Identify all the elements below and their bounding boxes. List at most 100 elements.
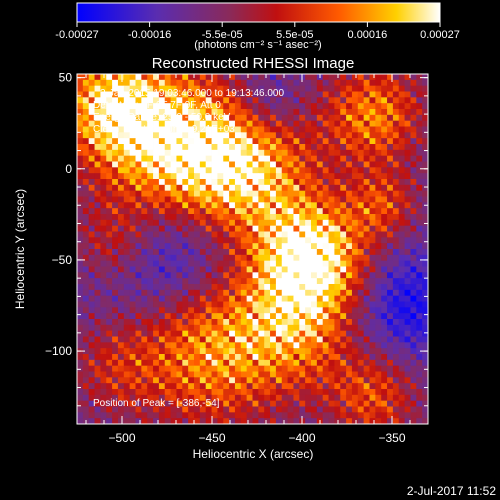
heatmap-cell <box>340 330 347 337</box>
heatmap-cell <box>293 190 300 197</box>
heatmap-cell <box>264 225 271 232</box>
heatmap-cell <box>275 167 283 174</box>
heatmap-cell <box>346 103 353 110</box>
heatmap-cell <box>375 167 382 174</box>
heatmap-cell <box>387 272 394 279</box>
heatmap-cell <box>392 284 400 291</box>
heatmap-cell <box>77 394 84 402</box>
heatmap-cell <box>117 173 125 180</box>
heatmap-cell <box>158 219 166 227</box>
heatmap-cell <box>229 394 236 402</box>
heatmap-cell <box>77 138 84 145</box>
heatmap-cell <box>351 272 359 279</box>
heatmap-cell <box>94 85 101 92</box>
heatmap-cell <box>147 190 154 197</box>
heatmap-cell <box>387 412 394 419</box>
heatmap-cell <box>77 295 84 302</box>
heatmap-cell <box>410 167 417 174</box>
heatmap-cell <box>117 97 125 104</box>
heatmap-cell <box>211 85 218 92</box>
heatmap-cell <box>153 260 160 267</box>
heatmap-cell <box>205 85 212 92</box>
heatmap-cell <box>112 126 119 133</box>
heatmap-cell <box>387 138 394 145</box>
heatmap-cell <box>275 400 283 407</box>
heatmap-cell <box>404 418 411 424</box>
heatmap-cell <box>387 184 394 192</box>
heatmap-cell <box>199 103 207 110</box>
heatmap-cell <box>205 219 212 227</box>
heatmap-cell <box>234 109 242 116</box>
heatmap-cell <box>246 208 253 215</box>
heatmap-cell <box>234 406 242 413</box>
heatmap-cell <box>264 74 271 81</box>
heatmap-cell <box>77 91 84 98</box>
heatmap-cell <box>112 155 119 162</box>
heatmap-cell <box>123 243 131 250</box>
heatmap-cell <box>240 214 248 221</box>
heatmap-cell <box>223 196 230 203</box>
heatmap-cell <box>264 389 271 396</box>
heatmap-cell <box>398 289 405 297</box>
heatmap-cell <box>387 307 394 314</box>
heatmap-cell <box>328 85 335 92</box>
heatmap-cell <box>217 359 224 367</box>
heatmap-cell <box>387 319 394 326</box>
heatmap-cell <box>363 418 370 424</box>
heatmap-cell <box>170 272 177 279</box>
heatmap-cell <box>205 365 212 372</box>
heatmap-cell <box>217 202 224 209</box>
heatmap-cell <box>135 394 142 402</box>
heatmap-cell <box>100 389 107 396</box>
heatmap-cell <box>334 173 341 180</box>
heatmap-cell <box>258 266 265 273</box>
heatmap-cell <box>264 324 271 332</box>
heatmap-cell <box>123 301 131 308</box>
heatmap-cell <box>404 400 411 407</box>
heatmap-cell <box>117 214 125 221</box>
heatmap-cell <box>240 249 248 256</box>
heatmap-cell <box>164 301 171 308</box>
heatmap-cell <box>141 190 148 197</box>
heatmap-cell <box>363 406 370 413</box>
heatmap-cell <box>77 237 84 244</box>
heatmap-cell <box>112 214 119 221</box>
heatmap-cell <box>404 91 411 98</box>
heatmap-cell <box>258 190 265 197</box>
heatmap-cell <box>404 161 411 168</box>
heatmap-cell <box>346 307 353 314</box>
heatmap-cell <box>182 284 189 291</box>
heatmap-cell <box>422 272 428 279</box>
heatmap-cell <box>112 138 119 145</box>
heatmap-cell <box>217 74 224 81</box>
heatmap-cell <box>381 149 388 157</box>
heatmap-cell <box>199 324 207 332</box>
heatmap-cell <box>369 243 376 250</box>
heatmap-cell <box>363 74 370 81</box>
heatmap-cell <box>416 190 423 197</box>
heatmap-cell <box>264 354 271 361</box>
heatmap-cell <box>328 179 335 186</box>
heatmap-cell <box>141 254 148 262</box>
heatmap-cell <box>194 109 201 116</box>
heatmap-cell <box>94 365 101 372</box>
heatmap-cell <box>422 284 428 291</box>
heatmap-cell <box>351 389 359 396</box>
heatmap-cell <box>287 418 294 424</box>
heatmap-cell <box>410 190 417 197</box>
heatmap-cell <box>351 260 359 267</box>
heatmap-cell <box>135 249 142 256</box>
heatmap-cell <box>398 202 405 209</box>
heatmap-cell <box>252 383 259 390</box>
heatmap-cell <box>117 377 125 384</box>
heatmap-cell <box>410 225 417 232</box>
heatmap-cell <box>334 295 341 302</box>
heatmap-cell <box>170 336 177 343</box>
heatmap-cell <box>164 295 171 302</box>
heatmap-cell <box>100 167 107 174</box>
heatmap-cell <box>334 114 341 122</box>
heatmap-cell <box>375 184 382 192</box>
heatmap-cell <box>117 85 125 92</box>
heatmap-cell <box>211 313 218 320</box>
heatmap-cell <box>351 144 359 151</box>
